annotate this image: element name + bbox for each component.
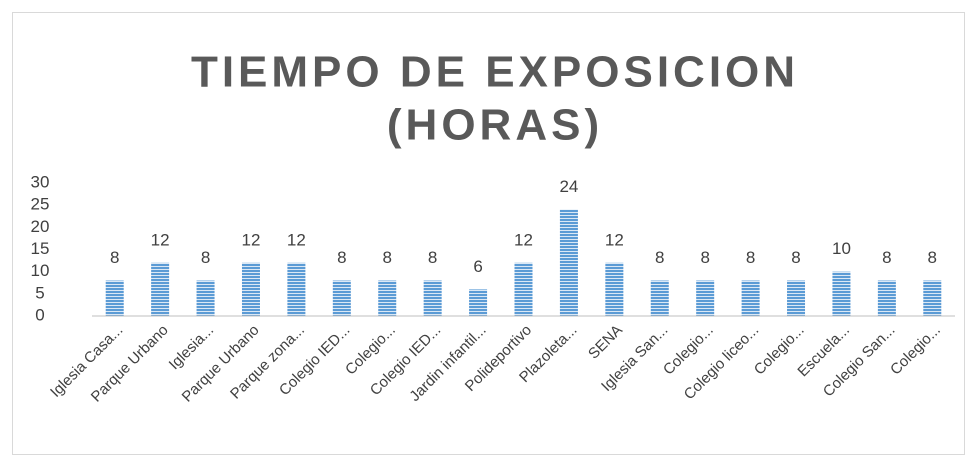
data-label: 8 (383, 248, 392, 267)
bar (287, 262, 306, 316)
data-label: 12 (514, 230, 533, 249)
chart-title: TIEMPO DE EXPOSICION (191, 48, 799, 97)
bar (605, 262, 624, 316)
data-label: 8 (655, 248, 664, 267)
data-label: 8 (746, 248, 755, 267)
data-label: 24 (559, 177, 578, 196)
data-label: 6 (473, 257, 482, 276)
chart-border (12, 12, 965, 455)
bar (741, 280, 760, 316)
bar (650, 280, 669, 316)
bar (378, 280, 397, 316)
bar (514, 262, 533, 316)
data-label: 12 (605, 230, 624, 249)
y-tick-label: 10 (31, 261, 50, 280)
y-tick-label: 0 (35, 305, 44, 324)
data-label: 8 (201, 248, 210, 267)
bar (423, 280, 442, 316)
data-label: 8 (791, 248, 800, 267)
y-tick-label: 30 (31, 172, 50, 191)
data-label: 8 (700, 248, 709, 267)
bar (196, 280, 215, 316)
bar (105, 280, 124, 316)
data-label: 8 (928, 248, 937, 267)
data-label: 12 (242, 230, 261, 249)
data-label: 12 (287, 230, 306, 249)
y-tick-label: 20 (31, 217, 50, 236)
data-label: 8 (428, 248, 437, 267)
bar (832, 271, 851, 316)
y-tick-label: 15 (31, 239, 50, 258)
y-tick-label: 5 (35, 283, 44, 302)
data-label: 12 (151, 230, 170, 249)
data-label: 8 (110, 248, 119, 267)
data-label: 10 (832, 239, 851, 258)
bar (877, 280, 896, 316)
data-label: 8 (337, 248, 346, 267)
data-label: 8 (882, 248, 891, 267)
bar (923, 280, 942, 316)
chart-title: (HORAS) (387, 101, 603, 150)
bar (559, 209, 578, 316)
bar (696, 280, 715, 316)
bar (469, 289, 488, 316)
bar (787, 280, 806, 316)
bar (151, 262, 170, 316)
bar (332, 280, 351, 316)
y-tick-label: 25 (31, 195, 50, 214)
bar (241, 262, 260, 316)
